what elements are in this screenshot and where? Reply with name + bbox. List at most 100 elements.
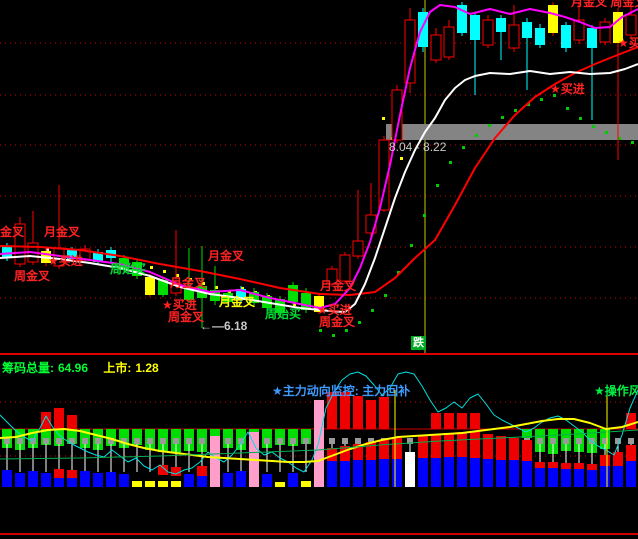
sar-dots-green [358,321,361,324]
main-force-monitor-label: ★主力动向监控: 主力回补 [272,384,411,398]
bar-red-stack [522,440,532,461]
sar-dots-green [605,131,608,134]
bar-red-stack [548,462,558,468]
chart-signal-annotation: 周金叉 [168,310,205,324]
bar-base-blue [535,468,545,487]
bar-base-white [405,452,415,487]
bar-red-stack [444,433,454,457]
bar-red-low [197,466,207,476]
bar-green-down [522,429,532,438]
bar-red-top [353,396,363,429]
clipped-top-annotation: 月金叉 周金叉 [571,0,638,9]
candle-cyan [2,246,12,257]
candle-yellow [145,277,155,295]
listed-label: 上市: [103,361,132,375]
candle-green [275,299,285,313]
sar-dots-green [527,103,530,106]
lollipop-cap [329,438,335,444]
sar-dots-yellow [202,282,205,285]
bar-base-blue [600,466,610,487]
sar-dots-green [397,271,400,274]
sar-dots-yellow [176,274,179,277]
lollipop-cap [290,438,296,444]
bar-red-top [327,392,337,429]
bar-base-blue [54,478,64,487]
sar-dots-green [462,146,465,149]
bar-base-blue [28,471,38,487]
chart-signal-annotation: 月金叉 [44,225,81,239]
bar-base-yellow [145,481,155,487]
bar-green-down [106,429,116,446]
bar-red-low [67,470,77,478]
candle-cyan [522,22,532,38]
bar-red-stack [327,448,337,461]
sar-dots-yellow [293,303,296,306]
bar-red-stack [457,432,467,457]
bar-base-blue [106,472,116,487]
chart-signal-annotation: ★买进 [48,254,83,268]
bar-red-low [171,467,181,476]
candle-cyan [470,15,480,40]
candle-cyan [496,18,506,32]
lollipop-cap [147,438,153,444]
bar-red-stack [483,434,493,459]
sar-dots-green [553,94,556,97]
bar-red-top [444,413,454,429]
bar-base-blue [418,458,428,487]
bar-red-top [41,412,51,429]
sar-dots-green [618,137,621,140]
candle-up [14,223,26,265]
bar-red-stack [600,455,610,466]
lollipop-cap [264,438,270,444]
bar-green-down [54,429,64,446]
sar-dots-green [579,117,582,120]
lollipop-cap [537,438,543,444]
lollipop-cap [173,438,179,444]
bar-red-stack [509,438,519,460]
candle-green [223,293,233,302]
bar-red-stack [587,464,597,470]
sar-dots-green [488,124,491,127]
sar-dots-green [514,109,517,112]
candle-up [339,254,351,282]
bar-base-blue [353,460,363,487]
operation-risk-label: ★操作风 [594,384,638,398]
candle-green [249,292,259,303]
candle-up [404,19,416,84]
sar-dots-green [475,134,478,137]
chart-signal-annotation: 月金叉 [170,276,207,290]
bar-base-blue [470,458,480,487]
bar-base-blue [496,460,506,487]
bar-green-down [67,429,77,444]
candle-green [119,258,129,270]
chart-signal-annotation: ★买进 [550,82,585,96]
candle-up [326,268,338,285]
candle-up [391,89,403,141]
bar-base-blue [340,461,350,487]
bar-base-blue [15,473,25,487]
candle-cyan [561,25,571,48]
sar-dots-green [540,98,543,101]
ma-slow [0,46,638,296]
lollipop-cap [4,438,10,444]
bar-base-blue [119,474,129,487]
candle-up [482,19,494,46]
chart-signal-annotation: 周始买 [265,307,302,321]
chart-signal-annotation: 金叉 [0,225,25,239]
candle-cyan [418,12,428,47]
lollipop-cap [550,438,556,444]
bar-red-stack [613,452,623,466]
bar-base-blue [184,474,194,487]
candle-green [301,293,311,310]
bar-base-blue [262,474,272,487]
candle-up [573,19,585,41]
bar-red-top [457,413,467,429]
candle-up [443,26,455,58]
bar-base-blue [366,460,376,487]
sar-dots-yellow [382,117,385,120]
chart-signal-annotation: 月金叉 [320,279,357,293]
lollipop-cap [628,438,634,444]
bar-red-stack [626,445,636,461]
